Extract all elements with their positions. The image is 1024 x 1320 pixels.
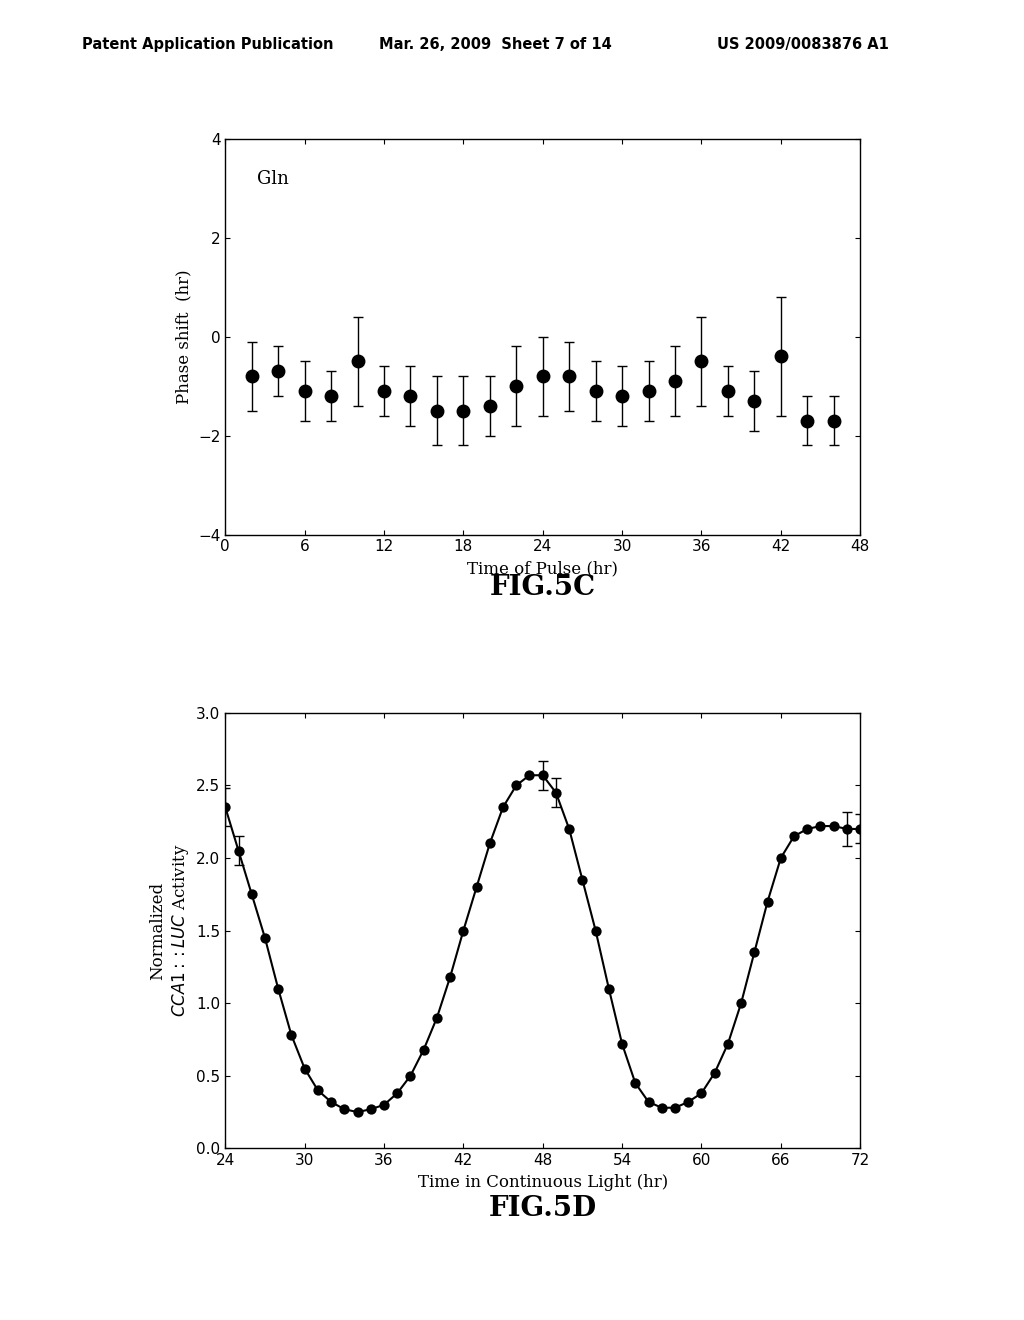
Point — [495, 797, 511, 818]
Text: Mar. 26, 2009  Sheet 7 of 14: Mar. 26, 2009 Sheet 7 of 14 — [379, 37, 611, 51]
Point — [574, 869, 591, 890]
Text: FIG.5D: FIG.5D — [488, 1195, 597, 1221]
Point — [230, 841, 247, 862]
Point — [244, 884, 260, 906]
Point — [535, 764, 551, 785]
Point — [653, 1097, 670, 1118]
Point — [481, 833, 498, 854]
Point — [270, 978, 287, 999]
Point — [468, 876, 484, 898]
Point — [336, 1098, 352, 1119]
Point — [376, 1094, 392, 1115]
Point — [217, 797, 233, 818]
Point — [760, 891, 776, 912]
Point — [707, 1063, 723, 1084]
Point — [667, 1097, 683, 1118]
Point — [640, 1092, 656, 1113]
Point — [429, 1007, 445, 1028]
Point — [785, 826, 802, 847]
Point — [852, 818, 868, 840]
Point — [588, 920, 604, 941]
Point — [812, 816, 828, 837]
Point — [402, 1065, 419, 1086]
Point — [680, 1092, 696, 1113]
Point — [323, 1092, 339, 1113]
Point — [416, 1039, 432, 1060]
X-axis label: Time of Pulse (hr): Time of Pulse (hr) — [467, 560, 618, 577]
Y-axis label: Phase shift  (hr): Phase shift (hr) — [175, 269, 193, 404]
Text: Patent Application Publication: Patent Application Publication — [82, 37, 334, 51]
Point — [309, 1080, 326, 1101]
X-axis label: Time in Continuous Light (hr): Time in Continuous Light (hr) — [418, 1173, 668, 1191]
Point — [720, 1034, 736, 1055]
Point — [799, 818, 815, 840]
Point — [442, 966, 459, 987]
Point — [839, 818, 855, 840]
Point — [548, 781, 564, 803]
Point — [693, 1082, 710, 1104]
Point — [614, 1034, 631, 1055]
Text: FIG.5C: FIG.5C — [489, 574, 596, 601]
Y-axis label: Normalized
$CCA1::LUC$ Activity: Normalized $CCA1::LUC$ Activity — [150, 843, 190, 1018]
Point — [825, 816, 842, 837]
Point — [521, 764, 538, 785]
Point — [508, 775, 524, 796]
Point — [746, 942, 763, 964]
Point — [257, 927, 273, 948]
Point — [455, 920, 471, 941]
Point — [389, 1082, 406, 1104]
Point — [284, 1024, 300, 1045]
Text: US 2009/0083876 A1: US 2009/0083876 A1 — [717, 37, 889, 51]
Point — [733, 993, 750, 1014]
Point — [561, 818, 578, 840]
Point — [601, 978, 617, 999]
Point — [627, 1072, 643, 1093]
Point — [349, 1101, 366, 1122]
Point — [773, 847, 790, 869]
Point — [362, 1098, 379, 1119]
Point — [297, 1059, 313, 1080]
Text: Gln: Gln — [257, 170, 289, 189]
